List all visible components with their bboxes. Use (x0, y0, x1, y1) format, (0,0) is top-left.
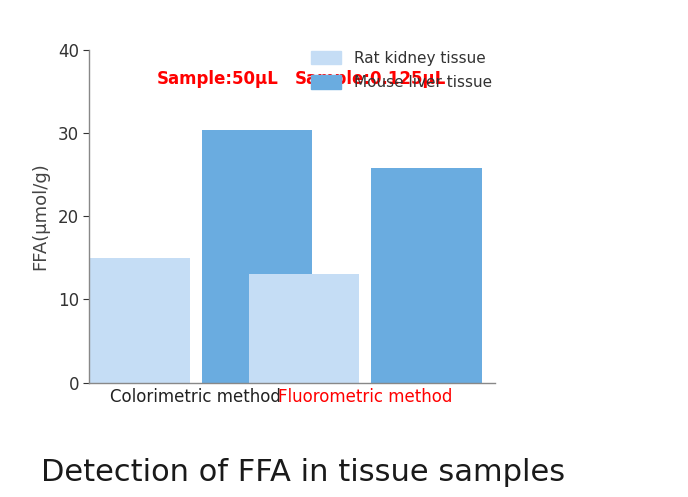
Text: Sample:50μL: Sample:50μL (156, 70, 279, 88)
Text: Detection of FFA in tissue samples: Detection of FFA in tissue samples (41, 458, 565, 487)
Bar (80, 258, 190, 383)
Bar (202, 130, 312, 383)
Bar (372, 168, 482, 383)
Legend: Rat kidney tissue, Mouse liver tissue: Rat kidney tissue, Mouse liver tissue (311, 51, 492, 90)
Y-axis label: FFA(μmol/g): FFA(μmol/g) (32, 163, 50, 270)
Text: Sample:0.125μL: Sample:0.125μL (294, 70, 446, 88)
Bar (249, 274, 359, 383)
